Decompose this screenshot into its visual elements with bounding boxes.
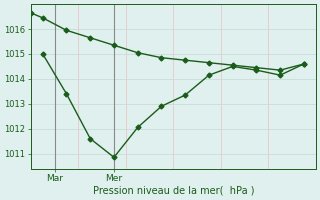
X-axis label: Pression niveau de la mer(  hPa ): Pression niveau de la mer( hPa ) — [92, 186, 254, 196]
